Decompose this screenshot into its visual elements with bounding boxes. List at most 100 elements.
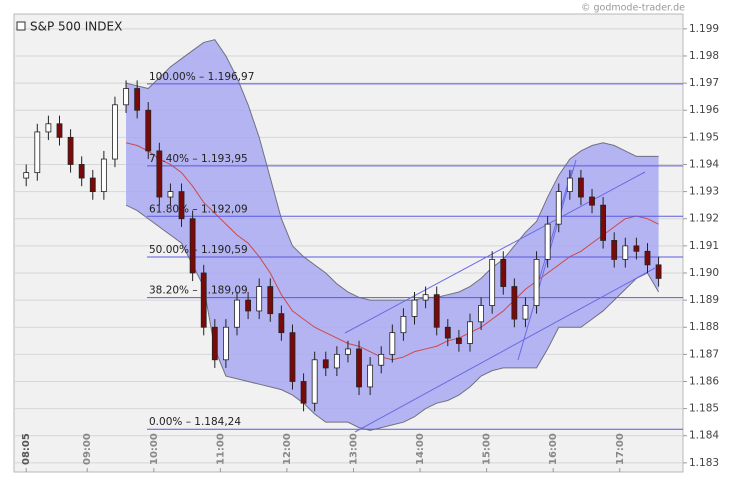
- candle-body: [78, 164, 85, 179]
- candle-body: [322, 359, 329, 369]
- candle-body: [455, 337, 462, 344]
- candle-body: [611, 240, 618, 260]
- y-tick-label: 1.193: [689, 186, 719, 198]
- candle-body: [134, 88, 141, 111]
- candle-body: [278, 313, 285, 334]
- y-tick-label: 1.183: [689, 457, 719, 469]
- candle-body: [223, 326, 229, 361]
- fib-label: 76.40% – 1.193,95: [149, 153, 248, 165]
- candle-body: [544, 223, 551, 260]
- y-tick-label: 1.189: [689, 294, 719, 306]
- channel-line: [354, 267, 656, 433]
- candle-body: [267, 286, 274, 315]
- candle-body: [655, 264, 662, 279]
- watermark: © godmode-trader.de: [581, 3, 685, 14]
- legend-box: [16, 21, 26, 31]
- candle-body: [289, 332, 296, 382]
- trend-channel: [344, 159, 656, 433]
- y-tick-label: 1.197: [689, 77, 719, 89]
- y-tick-label: 1.186: [689, 375, 719, 387]
- y-tick-label: 1.195: [689, 131, 719, 143]
- candle-body: [245, 299, 251, 312]
- candle-body: [500, 259, 507, 287]
- y-tick-label: 1.184: [689, 430, 719, 442]
- candle-body: [178, 191, 185, 220]
- candle-body: [600, 204, 607, 241]
- candle-body: [67, 136, 74, 165]
- y-tick-label: 1.194: [689, 158, 719, 170]
- candle-body: [467, 321, 473, 344]
- candle-body: [333, 353, 340, 369]
- candle-body: [156, 150, 163, 198]
- candle-body: [411, 299, 418, 317]
- y-tick-label: 1.199: [689, 23, 719, 35]
- candle-body: [478, 305, 484, 323]
- y-tick-label: 1.190: [689, 267, 719, 279]
- y-tick-label: 1.188: [689, 321, 719, 333]
- candle-body: [555, 191, 562, 225]
- x-tick-label: 11:00: [215, 433, 226, 465]
- axes: 1.183 1.184 1.185 1.186 1.187 1.188 1.189 1.190…: [21, 23, 719, 472]
- candle-body: [433, 294, 440, 328]
- x-tick-label: 16:00: [548, 433, 559, 465]
- candle-body: [356, 348, 362, 388]
- candle-body: [489, 259, 496, 306]
- fib-label: 61.80% – 1.192,09: [149, 203, 248, 215]
- candle-body: [622, 245, 629, 260]
- y-tick-label: 1.187: [689, 348, 719, 360]
- candle-body: [300, 381, 307, 404]
- candle-body: [189, 218, 196, 274]
- channel-line: [344, 171, 646, 334]
- candle-body: [444, 326, 451, 339]
- fib-label: 50.00% – 1.190,59: [149, 244, 248, 256]
- y-tick-label: 1.196: [689, 104, 719, 116]
- fib-label: 0.00% – 1.184,24: [149, 416, 241, 428]
- candle-body: [422, 294, 429, 301]
- candle-body: [311, 359, 318, 404]
- channel-line: [517, 159, 577, 361]
- candle-body: [400, 315, 407, 334]
- candle-body: [345, 348, 351, 355]
- candle-body: [511, 286, 518, 320]
- x-tick-label: 15:00: [482, 433, 493, 465]
- candle-body: [112, 104, 118, 160]
- y-tick-label: 1.198: [689, 50, 719, 62]
- x-tick-label: 12:00: [282, 433, 293, 465]
- fibonacci-levels: 100.00% – 1.196,97 76.40% – 1.193,95 61.80…: [147, 71, 683, 430]
- candle-body: [256, 286, 263, 312]
- x-tick-label: 17:00: [615, 433, 626, 465]
- candle-body: [56, 123, 63, 138]
- candle-body: [578, 177, 584, 198]
- fib-label: 38.20% – 1.189,09: [149, 285, 248, 297]
- y-tick-label: 1.192: [689, 213, 719, 225]
- candle-body: [533, 259, 540, 306]
- candle-body: [378, 353, 385, 366]
- candle-body: [34, 131, 41, 174]
- x-tick-label: 13:00: [348, 433, 359, 465]
- x-tick-label: 10:00: [149, 433, 160, 465]
- candle-body: [633, 245, 640, 252]
- candle-body: [211, 326, 218, 361]
- x-tick-label: 08:05: [21, 433, 32, 465]
- candle-body: [167, 191, 174, 198]
- candle-body: [389, 332, 396, 355]
- candle-body: [522, 305, 529, 320]
- candle-body: [23, 172, 30, 179]
- candle-body: [145, 109, 152, 152]
- candles: [23, 80, 662, 412]
- candle-body: [45, 123, 52, 133]
- y-tick-label: 1.191: [689, 240, 719, 252]
- candle-body: [100, 158, 107, 193]
- chart-title: S&P 500 INDEX: [30, 20, 122, 34]
- x-tick-label: 09:00: [82, 433, 93, 465]
- channel-line: [532, 169, 573, 301]
- candle-body: [234, 299, 240, 328]
- candle-body: [644, 250, 651, 266]
- band-upper: [125, 39, 659, 301]
- candle-body: [589, 196, 595, 206]
- y-tick-label: 1.185: [689, 403, 719, 415]
- candle-body: [123, 88, 129, 106]
- x-tick-label: 14:00: [415, 433, 426, 465]
- candle-body: [566, 177, 573, 193]
